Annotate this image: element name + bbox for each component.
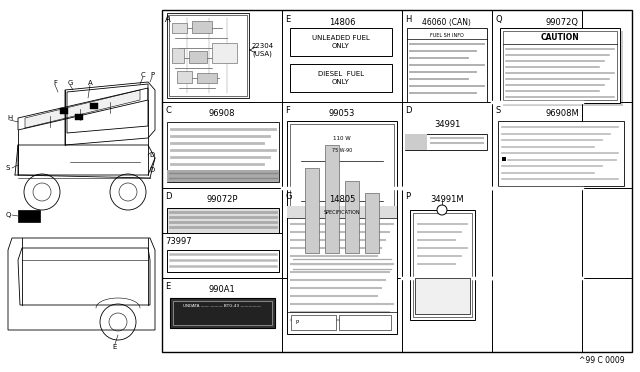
Text: C: C (165, 106, 171, 115)
Text: F: F (53, 80, 57, 86)
Bar (498, 121, 624, 186)
Text: A: A (165, 15, 171, 24)
Text: 99072P: 99072P (206, 195, 237, 204)
Text: 99072Q: 99072Q (545, 18, 579, 27)
Text: 22304
(USA): 22304 (USA) (252, 43, 274, 57)
Text: C: C (141, 72, 145, 78)
Bar (325, 145, 339, 253)
Bar (75, 114, 83, 120)
Bar (169, 15, 247, 96)
Text: 34991: 34991 (434, 120, 460, 129)
Bar (291, 315, 336, 330)
Text: FUEL SH INFO: FUEL SH INFO (430, 33, 464, 38)
Text: 14805: 14805 (329, 195, 355, 204)
Text: G: G (285, 192, 291, 201)
Bar (405, 134, 487, 150)
Text: DIESEL  FUEL
ONLY: DIESEL FUEL ONLY (318, 71, 364, 84)
Bar (415, 278, 470, 314)
Bar (189, 51, 207, 63)
Bar (305, 168, 319, 253)
Bar (410, 210, 475, 320)
Bar (287, 206, 397, 218)
Text: G: G (67, 80, 73, 86)
Text: CAUTION: CAUTION (541, 33, 579, 42)
Bar (192, 21, 212, 33)
Bar (290, 64, 392, 92)
Text: 110 W: 110 W (333, 137, 351, 141)
Text: Q: Q (495, 15, 502, 24)
Bar (162, 10, 632, 352)
Text: UNLEADED FUEL
ONLY: UNLEADED FUEL ONLY (312, 35, 370, 48)
Bar (167, 122, 279, 182)
Text: 990A1: 990A1 (209, 285, 236, 294)
Text: P: P (405, 192, 410, 201)
Text: H: H (8, 115, 13, 121)
Bar (290, 124, 394, 268)
Bar (290, 28, 392, 56)
Bar (212, 43, 237, 63)
Text: SPECIFICATION: SPECIFICATION (324, 209, 360, 215)
Bar (172, 23, 187, 33)
Text: ^99 C 0009: ^99 C 0009 (579, 356, 625, 365)
Text: D: D (405, 106, 412, 115)
Text: A: A (88, 80, 92, 86)
Bar (500, 28, 620, 103)
Bar (167, 208, 279, 233)
Bar (170, 298, 275, 328)
Text: P: P (295, 320, 298, 324)
Bar (167, 170, 279, 182)
Text: 99053: 99053 (329, 109, 355, 118)
Bar (503, 31, 623, 106)
Text: 75 W-90: 75 W-90 (332, 148, 352, 154)
Text: D: D (149, 167, 155, 173)
Bar (287, 206, 397, 334)
Text: Q: Q (5, 212, 11, 218)
Text: UNDATA —— ——— BTG-43 —————: UNDATA —— ——— BTG-43 ————— (183, 304, 261, 308)
Text: F: F (285, 106, 290, 115)
Bar (197, 73, 217, 83)
Bar (172, 48, 184, 63)
Bar (60, 108, 68, 114)
Bar (413, 213, 472, 317)
Text: H: H (405, 15, 412, 24)
Bar (90, 103, 98, 109)
Bar (177, 71, 192, 83)
Text: E: E (113, 344, 117, 350)
Polygon shape (25, 90, 140, 128)
Text: E: E (285, 15, 291, 24)
Text: D: D (165, 192, 172, 201)
Bar (407, 28, 487, 102)
Bar (173, 301, 272, 325)
Bar (405, 134, 427, 150)
Text: 34991M: 34991M (430, 195, 464, 204)
Text: 96908M: 96908M (545, 109, 579, 118)
Text: 73997: 73997 (165, 237, 191, 246)
Bar (339, 315, 391, 330)
Text: 14806: 14806 (329, 18, 355, 27)
Circle shape (437, 205, 447, 215)
Text: D: D (149, 152, 155, 158)
Bar (167, 250, 279, 272)
Bar (503, 31, 617, 100)
Text: 46060 ⟨CAN⟩: 46060 ⟨CAN⟩ (422, 18, 472, 27)
Bar (365, 193, 379, 253)
Text: S: S (6, 165, 10, 171)
Bar (345, 181, 359, 253)
Text: S: S (495, 106, 500, 115)
Bar (18, 210, 40, 222)
Text: E: E (165, 282, 170, 291)
Bar (287, 121, 397, 271)
Bar (167, 13, 249, 98)
Bar (502, 157, 506, 161)
Text: 96908: 96908 (209, 109, 236, 118)
Text: P: P (150, 72, 154, 78)
